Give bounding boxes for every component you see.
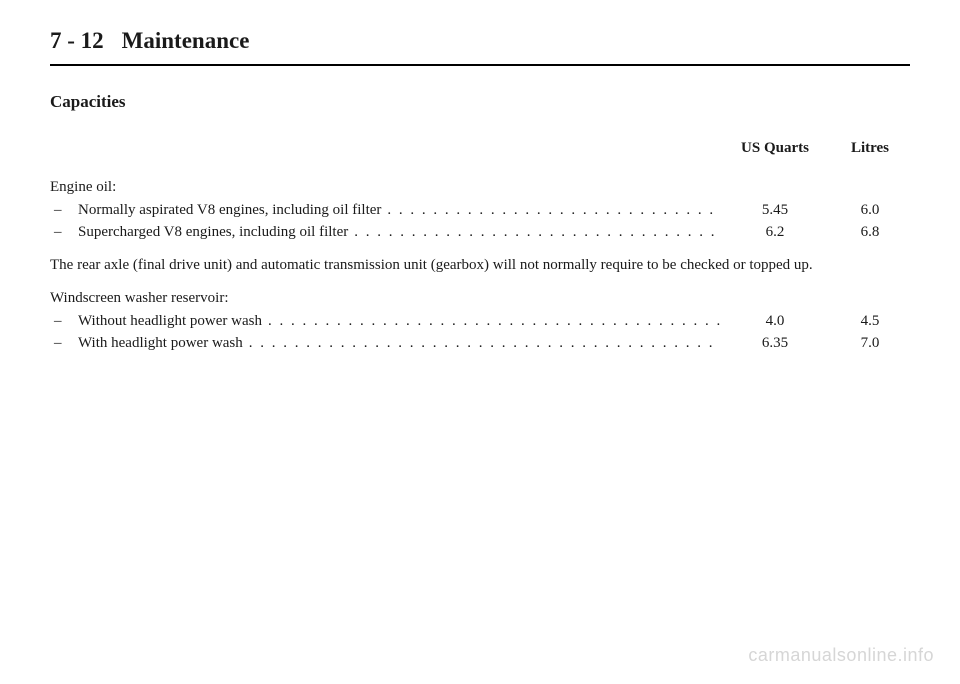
section-title: Maintenance <box>122 28 250 54</box>
row-dots: . . . . . . . . . . . . . . . . . . . . … <box>243 335 720 352</box>
row-litres: 6.0 <box>830 202 910 219</box>
table-row: – Without headlight power wash . . . . .… <box>50 313 910 330</box>
row-dots: . . . . . . . . . . . . . . . . . . . . … <box>262 313 720 330</box>
row-label: With headlight power wash <box>78 335 243 352</box>
column-header-litres: Litres <box>830 140 910 157</box>
watermark: carmanualsonline.info <box>748 645 934 666</box>
row-label: Supercharged V8 engines, including oil f… <box>78 224 348 241</box>
row-label: Without headlight power wash <box>78 313 262 330</box>
page-header: 7 - 12 Maintenance <box>50 28 910 54</box>
row-dash: – <box>50 224 78 241</box>
page-number: 7 - 12 <box>50 28 104 54</box>
column-headers: US Quarts Litres <box>50 140 910 157</box>
row-litres: 7.0 <box>830 335 910 352</box>
row-quarts: 5.45 <box>720 202 830 219</box>
table-row: – Normally aspirated V8 engines, includi… <box>50 202 910 219</box>
subsection-title: Capacities <box>50 92 910 112</box>
row-dash: – <box>50 202 78 219</box>
row-litres: 4.5 <box>830 313 910 330</box>
header-divider <box>50 64 910 66</box>
row-quarts: 4.0 <box>720 313 830 330</box>
column-header-quarts: US Quarts <box>720 140 830 157</box>
row-label: Normally aspirated V8 engines, including… <box>78 202 381 219</box>
row-dots: . . . . . . . . . . . . . . . . . . . . … <box>348 224 720 241</box>
row-litres: 6.8 <box>830 224 910 241</box>
table-row: – Supercharged V8 engines, including oil… <box>50 224 910 241</box>
row-quarts: 6.35 <box>720 335 830 352</box>
row-dash: – <box>50 335 78 352</box>
row-dash: – <box>50 313 78 330</box>
washer-label: Windscreen washer reservoir: <box>50 290 910 307</box>
row-quarts: 6.2 <box>720 224 830 241</box>
row-dots: . . . . . . . . . . . . . . . . . . . . … <box>381 202 720 219</box>
table-row: – With headlight power wash . . . . . . … <box>50 335 910 352</box>
note-text: The rear axle (final drive unit) and aut… <box>50 255 910 276</box>
engine-oil-label: Engine oil: <box>50 179 910 196</box>
